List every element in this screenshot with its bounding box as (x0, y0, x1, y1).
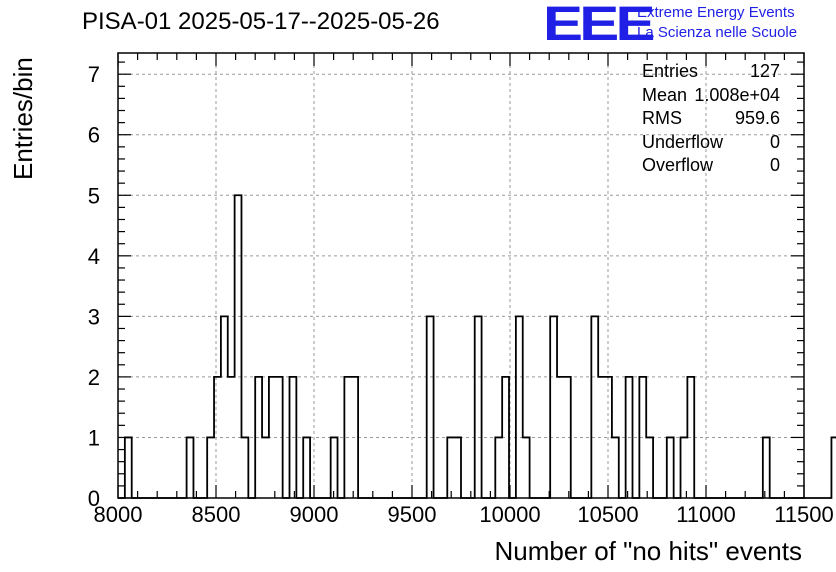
histogram-bin (502, 377, 509, 498)
eee-logo: EEE (543, 0, 656, 51)
x-tick-label: 9500 (388, 502, 437, 527)
stats-value: 1.008e+04 (694, 84, 780, 105)
histogram-bin (591, 316, 598, 498)
y-axis-label: Entries/bin (8, 57, 38, 180)
tick-labels: 8000 8500 9000 9500 10000 10500 11000 11500 0 1 2 3… (88, 62, 834, 527)
stats-box: Entries 127 Mean 1.008e+04 RMS 959.6 Underf… (642, 60, 780, 178)
stats-row-overflow: Overflow 0 (642, 154, 780, 178)
x-tick-label: 9000 (290, 502, 339, 527)
x-tick-label: 8000 (94, 502, 143, 527)
stats-label: RMS (642, 108, 682, 128)
histogram-bin (598, 377, 605, 498)
stats-value: 0 (769, 131, 780, 152)
histogram-bin (763, 437, 770, 498)
stats-row-underflow: Underflow 0 (642, 131, 780, 155)
histogram-bin (564, 377, 571, 498)
histogram-bin (331, 437, 338, 498)
stats-row-entries: Entries 127 (642, 60, 780, 84)
histogram-bin (516, 316, 523, 498)
stats-label: Entries (642, 61, 699, 81)
stats-label: Underflow (642, 131, 724, 152)
histogram-bin (495, 437, 502, 498)
histogram-bin (235, 195, 242, 498)
histogram-steps (118, 194, 836, 499)
stats-label: Overflow (642, 155, 714, 175)
histogram-bin (344, 377, 351, 498)
chart-title: PISA-01 2025-05-17--2025-05-26 (82, 8, 440, 35)
y-tick-label: 0 (88, 486, 100, 511)
x-axis-label: Number of "no hits" events (494, 536, 803, 566)
logo-line-2: La Scienza nelle Scuole (637, 24, 798, 41)
histogram-bin (221, 316, 228, 498)
histogram-bin (605, 377, 612, 498)
eee-logo-text: Extreme Energy Events La Scienza nelle S… (637, 3, 797, 43)
x-tick-label: 10000 (479, 502, 540, 527)
y-tick-label: 6 (88, 123, 100, 148)
x-tick-label: 11500 (774, 502, 834, 527)
histogram-bin (303, 437, 310, 498)
y-tick-label: 4 (88, 244, 100, 269)
histogram-bin (475, 316, 482, 498)
histogram-bin (447, 437, 454, 498)
stats-value: 959.6 (734, 108, 780, 128)
histogram-bin (255, 377, 262, 498)
histogram-bin (427, 316, 434, 498)
stats-row-mean: Mean 1.008e+04 (642, 84, 780, 108)
histogram-bin (228, 377, 235, 498)
y-tick-label: 7 (88, 62, 100, 87)
histogram-bin (831, 437, 836, 498)
axes (117, 52, 805, 499)
histogram-bin (351, 377, 358, 498)
histogram-bin (241, 437, 248, 498)
histogram-bin (269, 377, 276, 498)
y-tick-label: 2 (88, 365, 100, 390)
y-tick-label: 5 (88, 183, 100, 208)
histogram-bin (626, 377, 633, 498)
histogram-bin (207, 437, 214, 498)
y-tick-label: 3 (88, 304, 100, 329)
logo-line-1: Extreme Energy Events (637, 4, 795, 21)
histogram-bin (612, 437, 619, 498)
histogram-bin (125, 437, 132, 498)
stats-row-rms: RMS 959.6 (642, 107, 780, 131)
histogram-outline (118, 194, 836, 499)
histogram-bin (639, 377, 646, 498)
histogram-bin (687, 377, 694, 498)
histogram-bin (262, 437, 269, 498)
histogram-bin (557, 377, 564, 498)
y-tick-label: 1 (88, 425, 100, 450)
stats-label: Mean (642, 84, 688, 105)
x-tick-label: 11000 (676, 502, 736, 527)
stats-value: 0 (769, 155, 780, 175)
histogram-bin (454, 437, 461, 498)
histogram-bin (667, 437, 674, 498)
histogram-bin (187, 437, 194, 498)
histogram-bin (523, 437, 530, 498)
x-tick-label: 8500 (192, 502, 241, 527)
histogram-bin (681, 437, 688, 498)
histogram-bin (646, 437, 653, 498)
x-tick-label: 10500 (577, 502, 638, 527)
stats-value: 127 (749, 61, 780, 81)
histogram-bin (214, 377, 221, 498)
histogram-bin (276, 377, 283, 498)
histogram-bin (290, 377, 297, 498)
histogram-bin (550, 316, 557, 498)
